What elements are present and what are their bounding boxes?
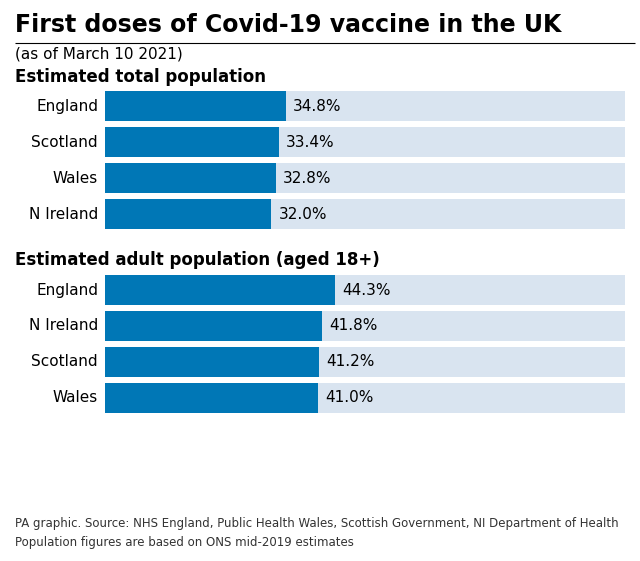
Text: (as of March 10 2021): (as of March 10 2021) <box>15 46 183 61</box>
Bar <box>105 347 319 377</box>
Text: 34.8%: 34.8% <box>293 99 342 113</box>
Text: First doses of Covid-19 vaccine in the UK: First doses of Covid-19 vaccine in the U… <box>15 13 561 37</box>
Text: N Ireland: N Ireland <box>29 206 98 222</box>
Bar <box>105 383 625 413</box>
Bar <box>105 311 323 341</box>
Text: 33.4%: 33.4% <box>285 135 334 149</box>
Bar <box>105 275 335 305</box>
Bar <box>105 311 625 341</box>
Text: Scotland: Scotland <box>31 355 98 370</box>
Text: 41.2%: 41.2% <box>326 355 374 370</box>
Bar <box>105 91 625 121</box>
Bar <box>105 347 625 377</box>
Text: Wales: Wales <box>52 171 98 186</box>
Bar <box>105 91 286 121</box>
Text: PA graphic. Source: NHS England, Public Health Wales, Scottish Government, NI De: PA graphic. Source: NHS England, Public … <box>15 517 619 549</box>
Bar <box>105 163 625 193</box>
Text: 44.3%: 44.3% <box>342 283 391 297</box>
Text: England: England <box>36 283 98 297</box>
Text: Wales: Wales <box>52 390 98 406</box>
Bar <box>105 275 625 305</box>
Text: 32.8%: 32.8% <box>283 171 331 186</box>
Bar <box>105 199 625 229</box>
Bar <box>105 199 271 229</box>
Bar <box>105 127 625 157</box>
Text: 41.0%: 41.0% <box>325 390 374 406</box>
Text: Estimated adult population (aged 18+): Estimated adult population (aged 18+) <box>15 251 380 269</box>
Text: England: England <box>36 99 98 113</box>
Text: 32.0%: 32.0% <box>278 206 327 222</box>
Text: 41.8%: 41.8% <box>330 319 378 333</box>
Bar <box>105 127 278 157</box>
Text: Estimated total population: Estimated total population <box>15 68 266 86</box>
Bar <box>105 383 318 413</box>
Bar <box>105 163 276 193</box>
Text: N Ireland: N Ireland <box>29 319 98 333</box>
Text: Scotland: Scotland <box>31 135 98 149</box>
